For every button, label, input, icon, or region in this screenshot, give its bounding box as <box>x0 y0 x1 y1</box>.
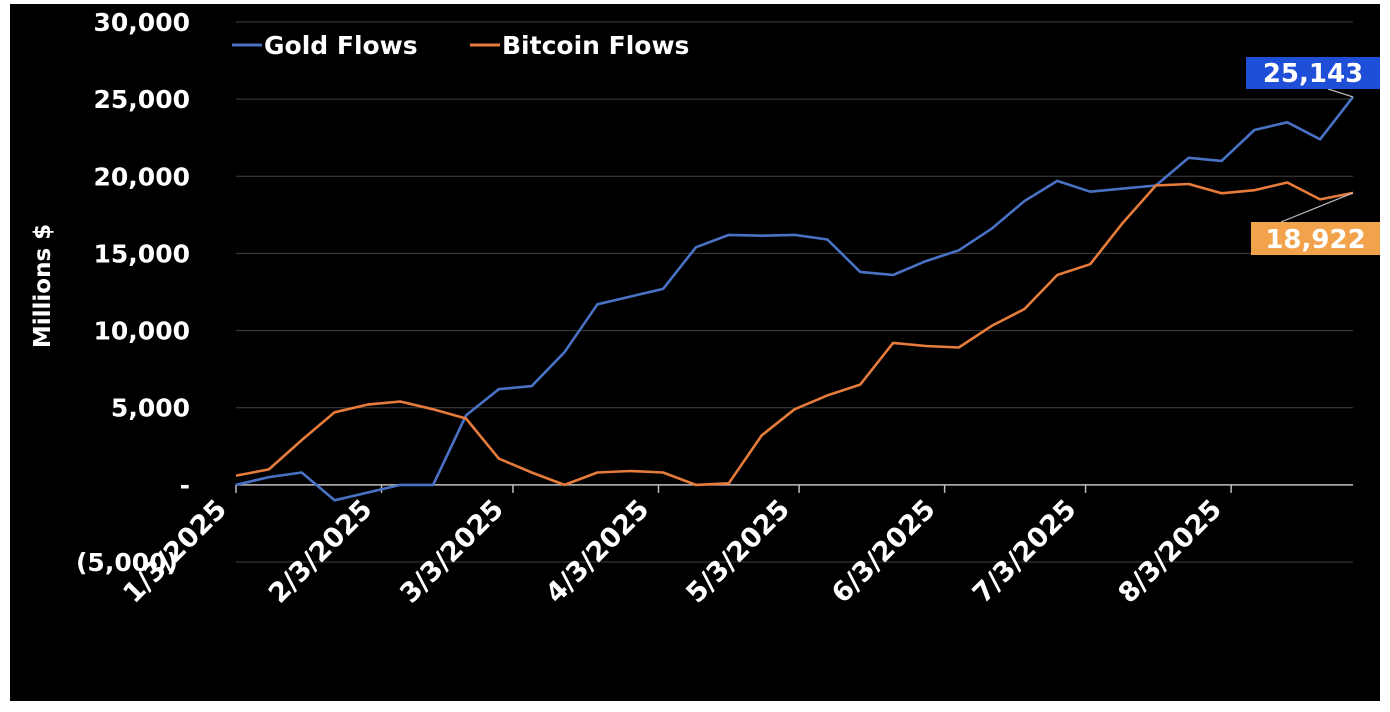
callout-leader <box>1327 88 1354 98</box>
series-line-gold-flows <box>235 96 1355 502</box>
x-tick-label: 3/3/2025 <box>394 494 510 610</box>
x-tick-label: 4/3/2025 <box>540 494 656 610</box>
line-chart: 30,000 25,000 20,000 15,000 10,000 5,000 - (5,0… <box>30 8 1380 610</box>
y-tick-label: 10,000 <box>94 317 190 346</box>
callout-box <box>1246 57 1380 89</box>
y-tick-label: 25,000 <box>94 85 190 114</box>
x-tick-label: 8/3/2025 <box>1112 494 1228 610</box>
legend-label: Bitcoin Flows <box>502 31 689 60</box>
x-tick-label: 7/3/2025 <box>967 494 1083 610</box>
callout-leader <box>1280 192 1354 223</box>
y-tick-label: (5,000) <box>76 548 178 577</box>
y-axis-label: Millions $ <box>30 224 56 348</box>
x-tick-label: 5/3/2025 <box>680 494 796 610</box>
y-tick-label: - <box>180 471 190 500</box>
series-line-bitcoin-flows <box>235 181 1354 487</box>
y-tick-label: 5,000 <box>111 394 190 423</box>
y-tick-label: 20,000 <box>94 162 190 191</box>
x-tick-label: 6/3/2025 <box>826 494 942 610</box>
callout-box <box>1251 222 1380 255</box>
chart-container: 30,000 25,000 20,000 15,000 10,000 5,000 - (5,0… <box>10 4 1380 701</box>
callout-label: 18,922 <box>1265 225 1365 255</box>
legend-label: Gold Flows <box>264 31 418 60</box>
y-tick-label: 30,000 <box>94 8 190 37</box>
x-tick-label: 2/3/2025 <box>263 494 379 610</box>
callout-label: 25,143 <box>1263 59 1363 89</box>
y-tick-label: 15,000 <box>94 239 190 268</box>
